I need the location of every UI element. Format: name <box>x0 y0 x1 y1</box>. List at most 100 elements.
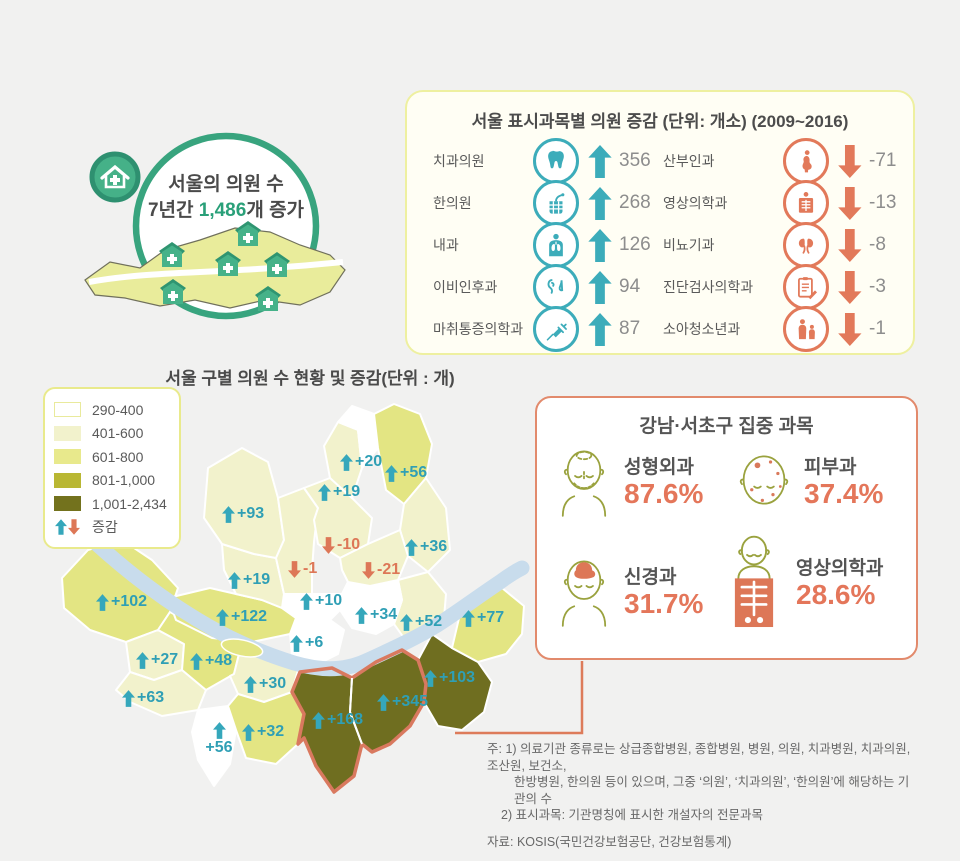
clinic-house-icons <box>159 221 290 311</box>
radiology-xray-icon <box>734 535 774 628</box>
ear-nose-icon <box>533 264 579 310</box>
specialty-name: 산부인과 <box>663 153 715 169</box>
focus-item-name: 영상의학과 <box>796 557 884 579</box>
specialty-row: 이비인후과 94 <box>433 264 663 310</box>
up-arrow-icon <box>122 689 135 707</box>
district-change-label: +52 <box>400 613 442 631</box>
up-arrow-icon <box>190 652 203 670</box>
district-change-label: +36 <box>405 538 447 556</box>
focus-item-value: 31.7% <box>624 587 704 619</box>
down-arrow-icon <box>68 519 80 535</box>
up-arrow-icon <box>462 609 475 627</box>
specialty-value: -8 <box>869 234 886 255</box>
up-arrow-icon <box>55 519 67 535</box>
specialty-name: 마취통증의학과 <box>433 321 524 337</box>
district-change-label: -1 <box>288 560 317 578</box>
focus-item-name: 피부과 <box>804 456 857 478</box>
legend-row: 801-1,000 <box>54 469 179 493</box>
up-arrow-icon <box>385 464 398 482</box>
district-change-label: +27 <box>136 651 178 669</box>
specialty-value: -13 <box>869 192 897 213</box>
up-arrow-icon <box>290 634 303 652</box>
data-source: 자료: KOSIS(국민건강보험공단, 건강보험통계) <box>487 834 732 849</box>
map-legend: 290-400 401-600 601-800 801-1,000 1,001-… <box>43 387 181 549</box>
specialty-change-panel: 서울 표시과목별 의원 증감 (단위: 개소) (2009~2016) 치과의원… <box>405 90 915 355</box>
specialty-panel-title: 서울 표시과목별 의원 증감 (단위: 개소) (2009~2016) <box>471 112 849 131</box>
down-arrow-icon <box>288 560 301 578</box>
district-change-label: -10 <box>322 536 360 554</box>
up-arrow-icon <box>588 186 612 220</box>
summary-highlight-value: 1,486 <box>198 199 247 221</box>
up-arrow-icon <box>355 606 368 624</box>
district-change-label: +56 <box>385 464 427 482</box>
focus-item-value: 87.6% <box>624 477 704 509</box>
legend-label: 801-1,000 <box>92 472 156 489</box>
up-arrow-icon <box>318 483 331 501</box>
up-arrow-icon <box>244 675 257 693</box>
district-eunpyeong <box>203 447 285 559</box>
up-arrow-icon <box>405 538 418 556</box>
specialty-row: 영상의학과 -13 <box>663 180 913 226</box>
district-change-label: +122 <box>216 608 267 626</box>
district-change-label: +34 <box>355 606 397 624</box>
seoul-summary-illustration <box>84 132 346 320</box>
specialty-row: 한의원 268 <box>433 180 663 226</box>
summary-headline: 서울의 의원 수 7년간 1,486개 증가 <box>146 172 306 223</box>
district-change-label: +30 <box>244 675 286 693</box>
legend-label: 401-600 <box>92 425 144 442</box>
specialty-value: -3 <box>869 276 886 297</box>
specialty-row: 소아청소년과 -1 <box>663 306 913 352</box>
down-arrow-icon <box>362 561 375 579</box>
legend-swatch <box>54 425 81 441</box>
up-arrow-icon <box>340 453 353 471</box>
up-arrow-icon <box>242 723 255 741</box>
summary-line2: 7년간 1,486개 증가 <box>147 199 305 221</box>
kidneys-icon <box>783 222 830 268</box>
neurology-brain-icon <box>561 560 607 627</box>
legend-row: 401-600 <box>54 422 179 446</box>
district-change-label: +93 <box>222 505 264 523</box>
legend-swatch <box>54 472 81 488</box>
specialty-name: 소아청소년과 <box>663 321 741 337</box>
up-arrow-icon <box>216 608 229 626</box>
district-change-label: +102 <box>96 593 147 611</box>
yeouido-island <box>220 638 264 658</box>
specialty-name: 이비인후과 <box>433 279 498 295</box>
specialty-name: 영상의학과 <box>663 195 728 211</box>
clinic-badge-icon <box>89 151 141 203</box>
specialty-value: -71 <box>869 150 897 171</box>
specialty-row: 마취통증의학과 87 <box>433 306 663 352</box>
pediatrics-icon <box>783 306 830 352</box>
specialty-value: 356 <box>619 150 651 171</box>
specialty-row: 산부인과 -71 <box>663 138 913 184</box>
pregnant-woman-icon <box>783 138 830 184</box>
district-change-label: +103 <box>424 669 475 687</box>
note-line-3: 2) 표시과목: 기관명칭에 표시한 개설자의 전문과목 <box>501 808 763 822</box>
focus-item: 성형외과 87.6% <box>553 434 703 526</box>
down-arrow-icon <box>838 144 862 178</box>
focus-item-value: 37.4% <box>804 477 884 509</box>
up-arrow-icon <box>222 505 235 523</box>
up-arrow-icon <box>300 592 313 610</box>
legend-swatch <box>54 449 81 465</box>
down-arrow-icon <box>838 270 862 304</box>
legend-change-row: 증감 <box>54 516 179 540</box>
specialty-name: 비뇨기과 <box>663 237 715 253</box>
legend-swatch <box>54 402 81 418</box>
syringe-icon <box>533 306 579 352</box>
district-change-label: -21 <box>362 561 400 579</box>
focus-panel-title: 강남·서초구 집중 과목 <box>639 416 814 437</box>
district-change-label: +345 <box>377 693 428 711</box>
tooth-icon <box>533 138 579 184</box>
focus-item: 영상의학과 28.6% <box>721 526 883 636</box>
up-arrow-icon <box>588 270 612 304</box>
focus-item: 피부과 37.4% <box>733 440 883 520</box>
footnotes: 주: 1) 의료기관 종류로는 상급종합병원, 종합병원, 병원, 의원, 치과… <box>487 741 917 850</box>
down-arrow-icon <box>838 312 862 346</box>
district-change-label: +56 <box>196 722 242 757</box>
gangnam-seocho-focus-panel: 강남·서초구 집중 과목 성형외과 87.6% <box>535 396 918 660</box>
note-line-2: 한방병원, 한의원 등이 있으며, 그중 ‘의원’, ‘치과의원’, ‘한의원’… <box>514 775 910 806</box>
dermatology-face-icon <box>739 455 789 505</box>
